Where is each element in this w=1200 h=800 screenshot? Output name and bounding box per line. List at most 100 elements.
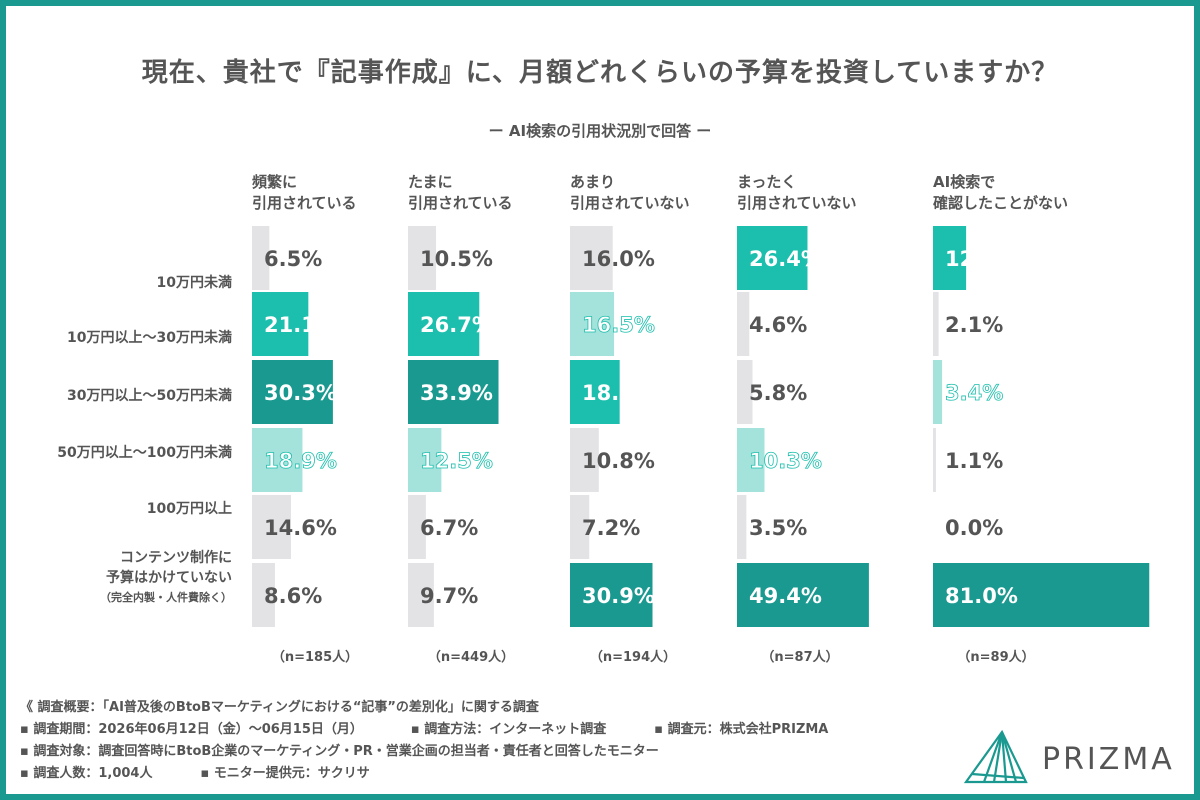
row-label-line: 予算はかけていない [106, 570, 232, 586]
column-header-3: まったく引用されていない [737, 172, 907, 214]
row-label-3: 50万円以上〜100万円未満 [0, 443, 232, 463]
row-label-5: コンテンツ制作に 予算はかけていない （完全内製・人件費除く） [0, 548, 232, 608]
bar [737, 360, 753, 424]
bar [933, 292, 939, 356]
bar-value-label: 5.8% [749, 381, 807, 405]
footer-line-overview: 《 調査概要：「AI普及後のBtoBマーケティングにおける“記事”の差別化」に関… [20, 700, 539, 715]
bar-value-label: 26.7% [420, 313, 493, 337]
bar-value-label: 10.5% [420, 247, 493, 271]
bar-value-label: 12.5% [420, 449, 493, 473]
sample-size-label: （n=185人） [271, 650, 359, 665]
column-header-2: あまり 引用されていない [570, 172, 740, 214]
bar-value-label: 33.9% [420, 381, 493, 405]
column-header-line: まったく [737, 173, 797, 191]
row-label-line: 10万円以上〜30万円未満 [67, 330, 232, 346]
row-label-line: 30万円以上〜50万円未満 [67, 388, 232, 404]
bar [570, 360, 620, 424]
bar-value-label: 18.9% [264, 449, 337, 473]
chart-subtitle: ー AI検索の引用状況別で回答 ー [488, 122, 712, 140]
bar-value-label: 10.8% [582, 449, 655, 473]
bar-value-label: 30.3% [264, 381, 337, 405]
bar-value-label: 30.9% [582, 584, 655, 608]
bar [408, 360, 499, 424]
bar [408, 428, 442, 492]
footer-provider: ▪ モニター提供元：サクリサ [200, 766, 370, 781]
bar-value-label: 26.4% [749, 247, 822, 271]
column-header-line: あまり [570, 173, 616, 191]
column-header-line: 引用されていない [737, 194, 857, 212]
column-header-1: たまに 引用されている [408, 172, 578, 214]
bar-value-label: 7.2% [582, 516, 640, 540]
bar-value-label: 16.0% [582, 247, 655, 271]
bar [408, 563, 434, 627]
bar-value-label: 8.6% [264, 584, 322, 608]
footer-period: ▪ 調査期間：2026年06月12日（金）〜06月15日（月） [20, 722, 363, 737]
survey-footer: 《 調査概要：「AI普及後のBtoBマーケティングにおける“記事”の差別化」に関… [20, 697, 940, 785]
sample-size-label: （n=194人） [589, 650, 677, 665]
bar-value-label: 16.5% [582, 313, 655, 337]
row-label-2: 30万円以上〜50万円未満 [0, 386, 232, 406]
column-header-line: 引用されている [408, 194, 513, 212]
chart-title: 現在、貴社で『記事作成』に、月額どれくらいの予算を投資していますか？ [141, 58, 1059, 88]
bar-value-label: 12.4% [945, 247, 1018, 271]
bar [252, 428, 303, 492]
bar [252, 226, 270, 290]
bar [570, 495, 590, 559]
bar [933, 563, 1150, 627]
bar [570, 226, 613, 290]
bar [737, 428, 765, 492]
column-header-0: 頻繁に引用されている [252, 172, 422, 214]
bar-value-label: 6.5% [264, 247, 322, 271]
logo-text: PRIZMA [1042, 742, 1175, 777]
bar [252, 563, 275, 627]
footer-line-period-method: ▪ 調査期間：2026年06月12日（金）〜06月15日（月） ▪ 調査方法：イン… [20, 719, 940, 741]
bar [570, 563, 653, 627]
bar-value-label: 81.0% [945, 584, 1018, 608]
bar [570, 428, 599, 492]
column-header-4: AI検索で確認したことがない [933, 172, 1103, 214]
column-header-line: AI検索で [933, 173, 996, 191]
row-label-line: 10万円未満 [156, 275, 232, 291]
bar [252, 292, 309, 356]
bar [252, 495, 291, 559]
sample-size-label: （n=87人） [761, 650, 839, 665]
bar [737, 292, 750, 356]
sample-size-label: （n=449人） [427, 650, 515, 665]
bar-value-label: 49.4% [749, 584, 822, 608]
column-header-line: 引用されている [252, 194, 357, 212]
column-header-line: 確認したことがない [933, 194, 1069, 212]
bar [570, 292, 615, 356]
row-label-line: コンテンツ制作に [120, 550, 232, 566]
bar-value-label: 3.5% [749, 516, 807, 540]
footer-method: ▪ 調査方法：インターネット調査 [410, 722, 607, 737]
bar [408, 226, 437, 290]
footer-source: ▪ 調査元：株式会社PRIZMA [654, 722, 829, 737]
bar-value-label: 21.1% [264, 313, 337, 337]
bar [408, 292, 480, 356]
bar [737, 226, 808, 290]
bar-value-label: 9.7% [420, 584, 478, 608]
bar [408, 495, 426, 559]
bar-value-label: 2.1% [945, 313, 1003, 337]
sample-size-label: （n=89人） [957, 650, 1035, 665]
bar-value-label: 1.1% [945, 449, 1003, 473]
bar-value-label: 3.4% [945, 381, 1003, 405]
bar [737, 495, 747, 559]
bar [252, 360, 333, 424]
row-label-4: 100万円以上 [0, 499, 232, 519]
prizma-triangle-logo-icon [963, 729, 1028, 784]
footer-count: ▪ 調査人数：1,004人 [20, 766, 153, 781]
bar-value-label: 4.6% [749, 313, 807, 337]
bar-value-label: 14.6% [264, 516, 337, 540]
bar-value-label: 6.7% [420, 516, 478, 540]
column-header-line: 頻繁に [252, 173, 298, 191]
bar-value-label: 18.6% [582, 381, 655, 405]
bar [933, 226, 967, 290]
bar-value-label: 10.3% [749, 449, 822, 473]
footer-line-count: ▪ 調査人数：1,004人 ▪ モニター提供元：サクリサ [20, 763, 940, 785]
footer-line-target: ▪ 調査対象：調査回答時にBtoB企業のマーケティング・PR・営業企画の担当者・… [20, 744, 659, 759]
row-label-line: 50万円以上〜100万円未満 [57, 445, 232, 461]
bar-value-label: 0.0% [945, 516, 1003, 540]
row-label-line: 100万円以上 [146, 501, 232, 517]
